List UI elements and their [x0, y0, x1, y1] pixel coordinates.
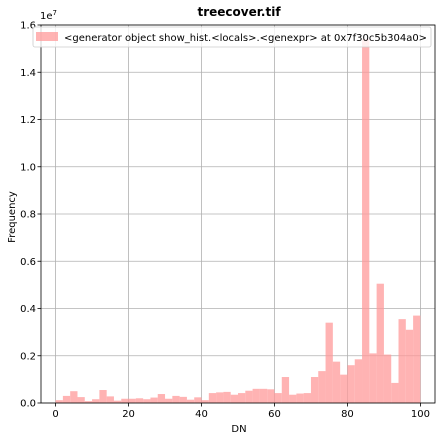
y-scale-multiplier: 1e7	[40, 9, 57, 22]
histogram-bar	[92, 399, 100, 403]
y-scale-base: 1e	[40, 11, 53, 22]
histogram-bar	[223, 391, 231, 403]
y-tick-label: 0.0	[20, 399, 36, 410]
x-tick-label: 80	[341, 409, 354, 420]
histogram-bar	[318, 371, 326, 403]
legend: <generator object show_hist.<locals>.<ge…	[32, 26, 432, 48]
histogram-bar	[179, 396, 187, 403]
histogram-bar	[274, 393, 282, 403]
histogram-bar	[245, 390, 253, 403]
x-tick-label: 100	[411, 409, 430, 420]
histogram-bar	[135, 398, 144, 403]
histogram-bar	[303, 393, 311, 403]
histogram-bar	[405, 329, 414, 403]
legend-box	[32, 26, 432, 48]
histogram-bar	[208, 393, 217, 403]
y-tick-label: 0.6	[20, 257, 36, 268]
histogram-bars	[55, 39, 421, 404]
histogram-bar	[128, 398, 136, 403]
histogram-bar	[230, 394, 238, 403]
legend-swatch	[36, 32, 58, 41]
y-tick-label: 1.6	[20, 21, 36, 32]
histogram-bar	[369, 353, 377, 403]
histogram-bar	[376, 283, 384, 403]
x-axis-ticks: 0 20 40 60 80 100	[52, 403, 430, 420]
histogram-bar	[62, 395, 71, 403]
y-tick-label: 0.8	[20, 210, 36, 221]
histogram-bar	[121, 398, 129, 403]
histogram-bar	[150, 397, 158, 403]
histogram-bar	[354, 359, 363, 403]
x-tick-label: 40	[195, 409, 208, 420]
histogram-bar	[238, 393, 246, 403]
histogram-bar	[259, 388, 268, 403]
x-tick-label: 20	[122, 409, 135, 420]
histogram-bar	[106, 396, 114, 403]
y-axis-ticks: 0.0 0.2 0.4 0.6 0.8 1.0 1.2 1.4 1.6	[20, 21, 41, 410]
histogram-bar	[143, 399, 151, 403]
histogram-bar	[84, 401, 93, 403]
x-axis-label: DN	[231, 424, 246, 435]
histogram-bar	[325, 322, 333, 403]
histogram-bar	[165, 398, 173, 403]
y-tick-label: 0.2	[20, 351, 36, 362]
histogram-bar	[362, 39, 370, 404]
histogram-bar	[216, 392, 224, 403]
legend-label: <generator object show_hist.<locals>.<ge…	[64, 33, 427, 44]
y-tick-label: 1.4	[20, 68, 36, 79]
histogram-bar	[289, 394, 297, 403]
histogram-bar	[99, 390, 107, 403]
histogram-bar	[347, 365, 355, 403]
histogram-bar	[172, 395, 180, 403]
histogram-bar	[194, 397, 202, 403]
histogram-bar	[391, 382, 399, 403]
y-axis-label: Frequency	[7, 191, 18, 243]
histogram-bar	[267, 389, 275, 403]
y-scale-exponent: 7	[53, 9, 57, 17]
x-tick-label: 0	[52, 409, 58, 420]
histogram-bar	[55, 400, 63, 403]
histogram-bar	[201, 400, 209, 403]
histogram-bar	[296, 393, 304, 403]
chart-title: treecover.tif	[197, 5, 281, 19]
histogram-bar	[252, 388, 260, 403]
histogram-bar	[310, 377, 319, 403]
histogram-bar	[70, 391, 78, 403]
histogram-bar	[398, 319, 406, 403]
histogram-bar	[113, 400, 122, 403]
histogram-bar	[281, 377, 290, 403]
y-tick-label: 0.4	[20, 304, 36, 315]
x-tick-label: 60	[268, 409, 281, 420]
histogram-bar	[340, 374, 348, 403]
histogram-bar	[186, 399, 195, 403]
histogram-bar	[157, 394, 166, 403]
y-tick-label: 1.0	[20, 162, 36, 173]
histogram-bar	[413, 315, 421, 403]
histogram-bar	[77, 397, 85, 403]
histogram-bar	[383, 354, 392, 403]
y-tick-label: 1.2	[20, 115, 36, 126]
grid-lines	[41, 24, 435, 404]
histogram-bar	[332, 361, 341, 403]
